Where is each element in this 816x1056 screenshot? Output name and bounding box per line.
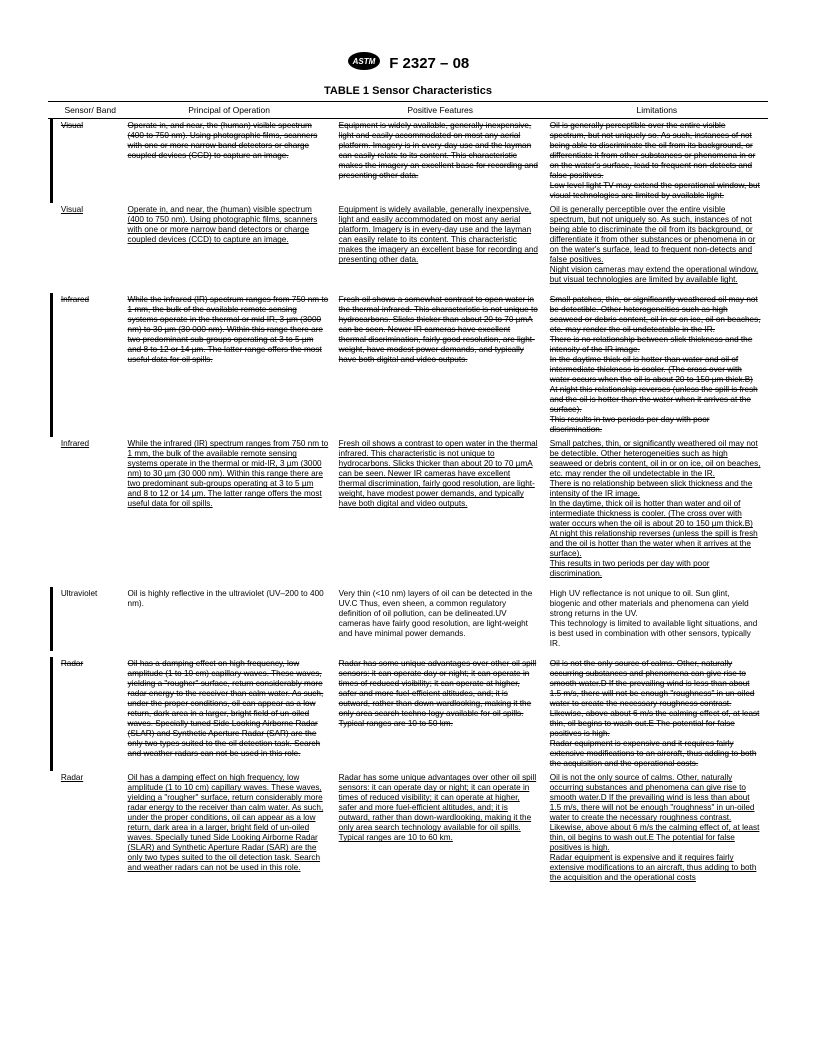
- svg-text:ASTM: ASTM: [351, 57, 375, 66]
- table-row: InfraredWhile the infrared (IR) spectrum…: [48, 293, 768, 437]
- cell-principal: Oil has a damping effect on high frequen…: [124, 771, 335, 885]
- cell-positive: Radar has some unique advantages over ot…: [335, 657, 546, 771]
- cell-principal: Oil is highly reflective in the ultravio…: [124, 587, 335, 651]
- cell-limit: Oil is generally perceptible over the en…: [546, 119, 768, 204]
- page: ASTM F 2327 – 08 TABLE 1 Sensor Characte…: [0, 0, 816, 885]
- cell-principal: Operate in, and near, the (human) visibl…: [124, 119, 335, 204]
- cell-positive: Radar has some unique advantages over ot…: [335, 771, 546, 885]
- cell-limit: Oil is not the only source of calms. Oth…: [546, 771, 768, 885]
- table-row: UltravioletOil is highly reflective in t…: [48, 587, 768, 651]
- astm-logo-icon: ASTM: [347, 50, 381, 77]
- cell-positive: Fresh oil shows a somewhat contrast to o…: [335, 293, 546, 437]
- cell-principal: Oil has a damping effect on high frequen…: [124, 657, 335, 771]
- cell-sensor: Infrared: [57, 293, 124, 437]
- cell-sensor: Infrared: [57, 437, 124, 581]
- cell-limit: High UV reflectance is not unique to oil…: [546, 587, 768, 651]
- cell-positive: Equipment is widely available, generally…: [335, 203, 546, 287]
- cell-limit: Oil is not the only source of calms. Oth…: [546, 657, 768, 771]
- cell-limit: Small patches, thin, or significantly we…: [546, 293, 768, 437]
- cell-sensor: Visual: [57, 119, 124, 204]
- cell-principal: Operate in, and near, the (human) visibl…: [124, 203, 335, 287]
- table-row: VisualOperate in, and near, the (human) …: [48, 203, 768, 287]
- table-row: VisualOperate in, and near, the (human) …: [48, 119, 768, 204]
- col-header-sensor: Sensor/ Band: [57, 102, 124, 119]
- table-row: RadarOil has a damping effect on high fr…: [48, 771, 768, 885]
- table-row: RadarOil has a damping effect on high fr…: [48, 657, 768, 771]
- table-row: InfraredWhile the infrared (IR) spectrum…: [48, 437, 768, 581]
- cell-positive: Very thin (<10 nm) layers of oil can be …: [335, 587, 546, 651]
- table-title: TABLE 1 Sensor Characteristics: [48, 85, 768, 97]
- cell-sensor: Radar: [57, 771, 124, 885]
- cell-sensor: Visual: [57, 203, 124, 287]
- cell-limit: Oil is generally perceptible over the en…: [546, 203, 768, 287]
- col-header-limitations: Limitations: [546, 102, 768, 119]
- cell-principal: While the infrared (IR) spectrum ranges …: [124, 293, 335, 437]
- col-header-positive: Positive Features: [335, 102, 546, 119]
- cell-sensor: Ultraviolet: [57, 587, 124, 651]
- col-header-principal: Principal of Operation: [124, 102, 335, 119]
- cell-principal: While the infrared (IR) spectrum ranges …: [124, 437, 335, 581]
- table-header-row: Sensor/ Band Principal of Operation Posi…: [48, 102, 768, 119]
- cell-positive: Equipment is widely available, generally…: [335, 119, 546, 204]
- sensor-characteristics-table: Sensor/ Band Principal of Operation Posi…: [48, 101, 768, 885]
- cell-sensor: Radar: [57, 657, 124, 771]
- designation-text: F 2327 – 08: [389, 55, 469, 72]
- cell-limit: Small patches, thin, or significantly we…: [546, 437, 768, 581]
- page-header: ASTM F 2327 – 08: [48, 50, 768, 77]
- cell-positive: Fresh oil shows a contrast to open water…: [335, 437, 546, 581]
